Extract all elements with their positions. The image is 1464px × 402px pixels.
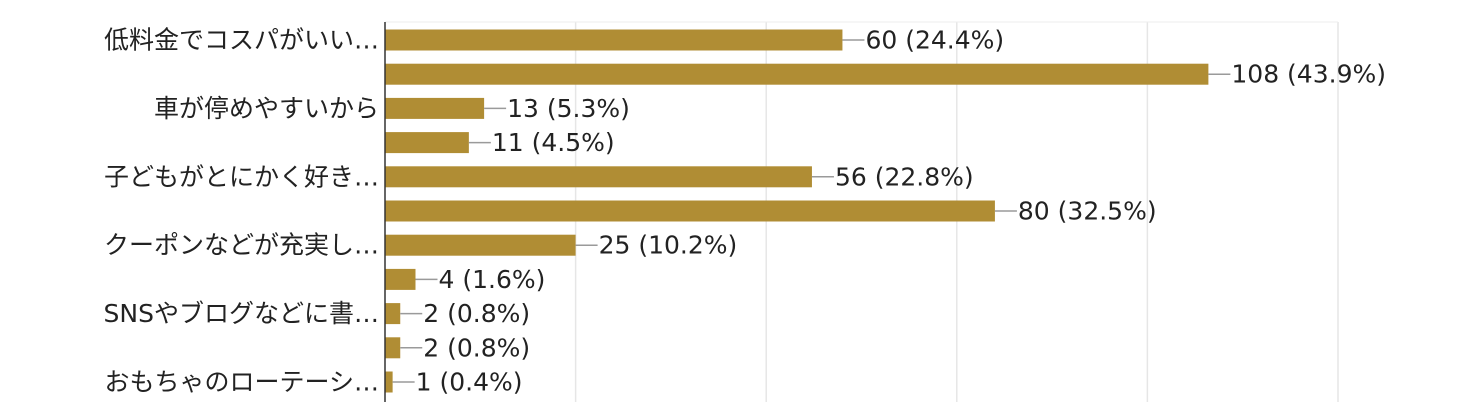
bar [385, 200, 995, 222]
data-label: 56 (22.8%) [835, 162, 974, 191]
bar [385, 29, 843, 51]
data-label: 11 (4.5%) [492, 128, 615, 157]
bar [385, 337, 401, 359]
label-connectors [392, 39, 1231, 383]
data-labels: 60 (24.4%) 108 (43.9%) 13 (5.3%) 11 (4.5%) 5… [416, 26, 1386, 397]
category-label: 車が停めやすいから [154, 94, 379, 123]
bars [385, 29, 1209, 393]
data-label: 1 (0.4%) [416, 368, 523, 397]
bar [385, 97, 485, 119]
bar [385, 63, 1209, 85]
category-label: 子どもがとにかく好き… [104, 162, 379, 191]
category-label: おもちゃのローテーシ… [104, 368, 379, 397]
data-label: 60 (24.4%) [865, 26, 1004, 55]
data-label: 25 (10.2%) [599, 231, 738, 260]
bar [385, 303, 401, 325]
data-label: 4 (1.6%) [438, 265, 545, 294]
data-label: 2 (0.8%) [423, 299, 530, 328]
category-label: 低料金でコスパがいい… [104, 26, 379, 55]
bar [385, 132, 469, 154]
category-label: クーポンなどが充実し… [104, 231, 379, 260]
data-label: 13 (5.3%) [507, 94, 630, 123]
data-label: 108 (43.9%) [1231, 60, 1386, 89]
category-label: SNSやブログなどに書… [104, 299, 379, 328]
bar [385, 371, 393, 393]
data-label: 2 (0.8%) [423, 333, 530, 362]
bar [385, 166, 812, 188]
bar [385, 268, 416, 290]
bar [385, 234, 576, 256]
data-label: 80 (32.5%) [1018, 197, 1157, 226]
